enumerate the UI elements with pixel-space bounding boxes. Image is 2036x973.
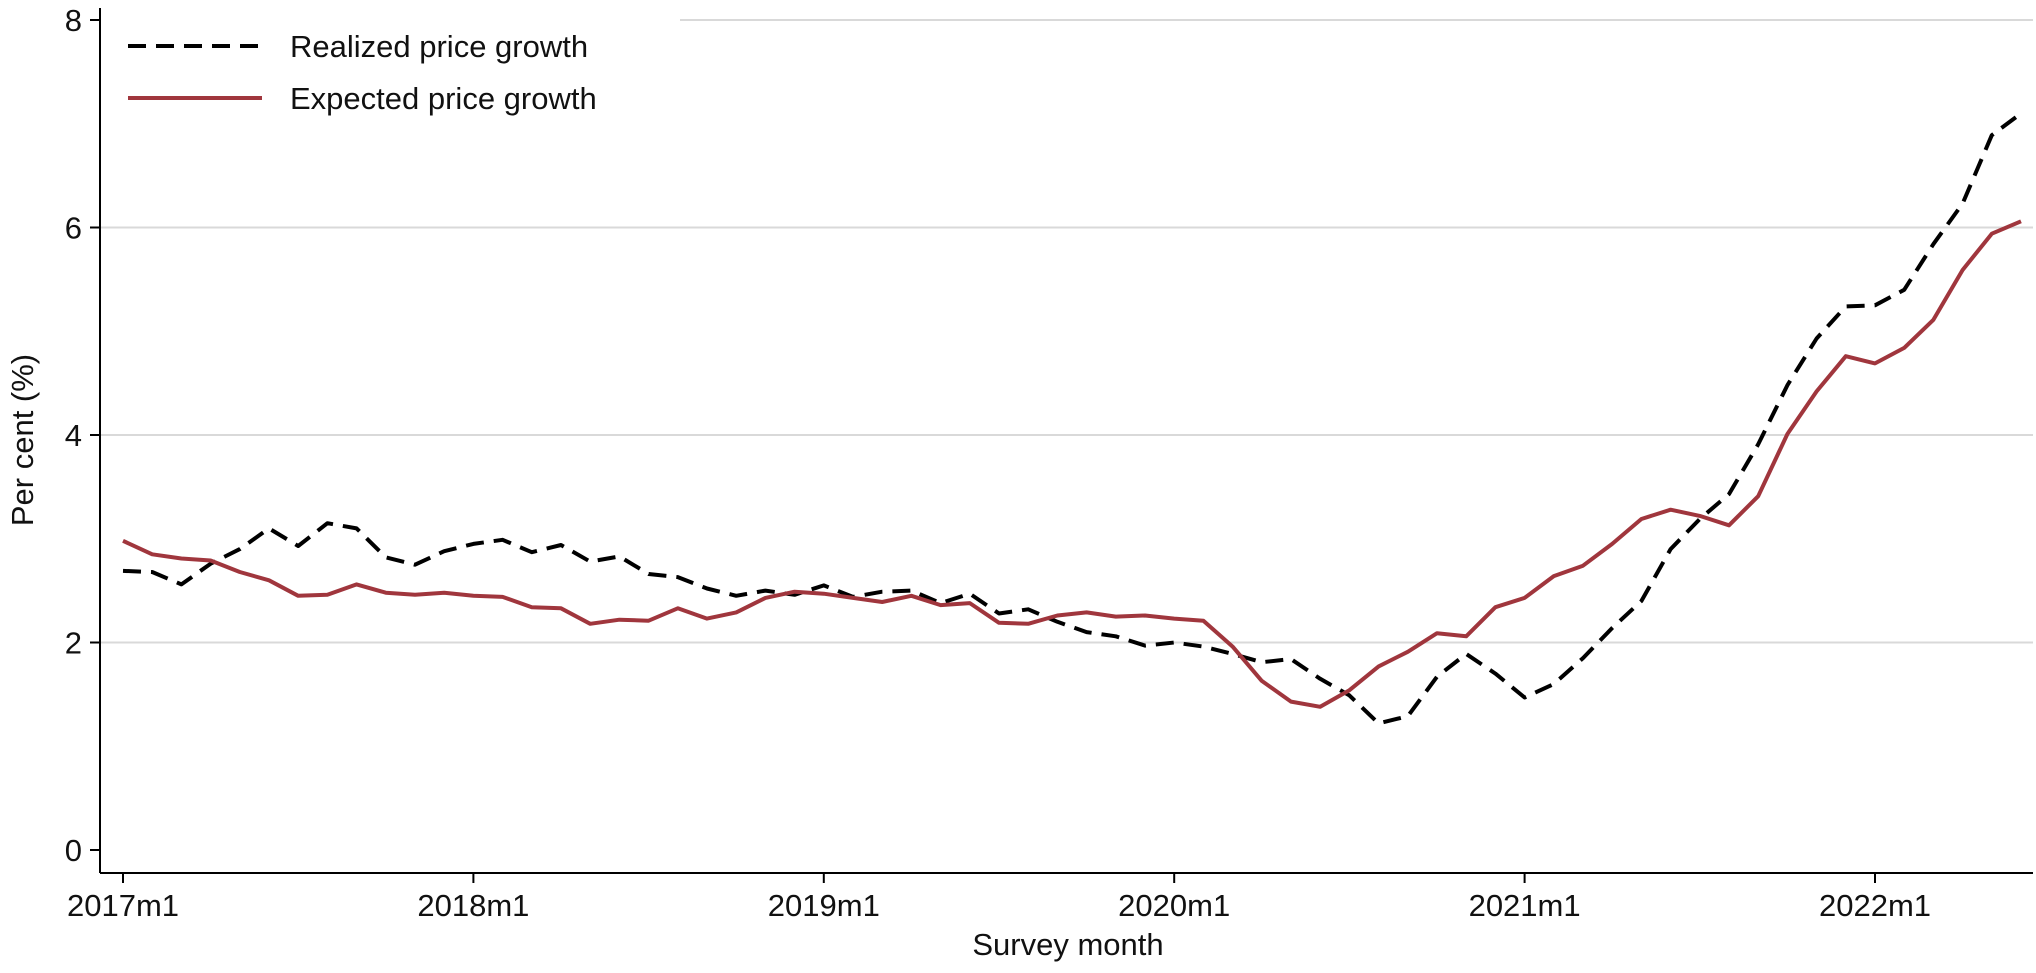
series-lines <box>122 111 2023 726</box>
x-tick-label-2017m1: 2017m1 <box>67 888 179 923</box>
y-axis-title: Per cent (%) <box>5 354 40 526</box>
axes: 0 2 4 6 8 2017m1 2018m1 2019m1 2020m1 2021m1 2022m… <box>65 3 2033 923</box>
x-tick-label-2021m1: 2021m1 <box>1469 888 1581 923</box>
x-tick-label-2018m1: 2018m1 <box>417 888 529 923</box>
series-line-expected <box>122 219 2022 709</box>
legend: Realized price growth Expected price grow… <box>128 29 597 116</box>
y-tick-label-4: 4 <box>65 418 82 453</box>
y-tick-label-6: 6 <box>65 211 82 246</box>
series-line-realized <box>122 111 2023 726</box>
y-tick-label-8: 8 <box>65 3 82 38</box>
x-tick-label-2019m1: 2019m1 <box>768 888 880 923</box>
legend-label-expected: Expected price growth <box>290 81 597 116</box>
gridlines <box>100 19 2033 644</box>
x-tick-label-2020m1: 2020m1 <box>1118 888 1230 923</box>
y-tick-label-2: 2 <box>65 626 82 661</box>
y-tick-label-0: 0 <box>65 833 82 868</box>
legend-label-realized: Realized price growth <box>290 29 588 64</box>
x-axis-title: Survey month <box>972 927 1163 962</box>
x-tick-label-2022m1: 2022m1 <box>1819 888 1931 923</box>
